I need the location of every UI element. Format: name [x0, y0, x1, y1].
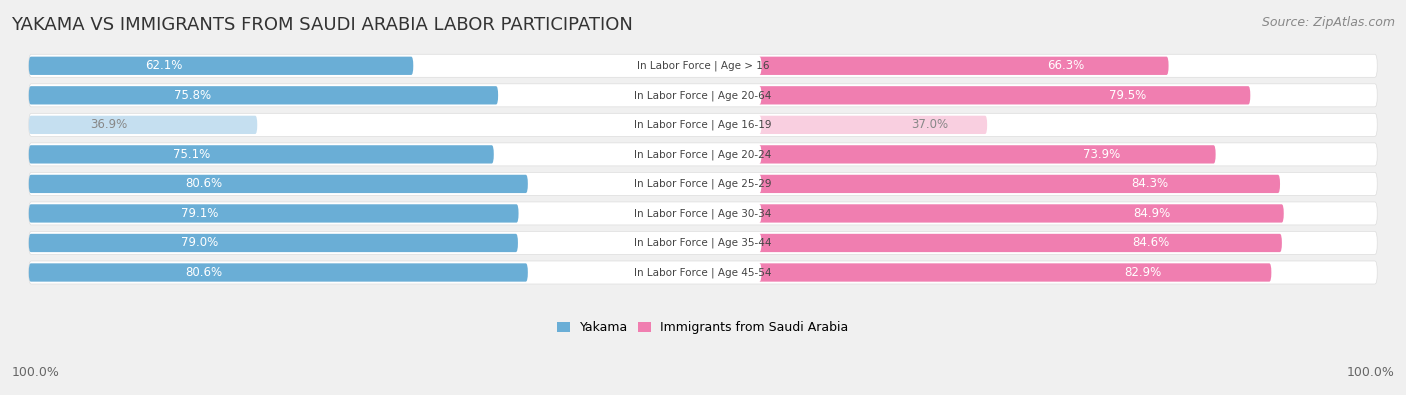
Text: Source: ZipAtlas.com: Source: ZipAtlas.com — [1261, 16, 1395, 29]
Text: 100.0%: 100.0% — [1347, 366, 1395, 379]
Text: 84.3%: 84.3% — [1130, 177, 1168, 190]
FancyBboxPatch shape — [28, 143, 1378, 166]
FancyBboxPatch shape — [644, 86, 762, 104]
FancyBboxPatch shape — [28, 56, 413, 75]
FancyBboxPatch shape — [644, 263, 762, 282]
Text: 79.0%: 79.0% — [181, 237, 218, 250]
Text: In Labor Force | Age 20-64: In Labor Force | Age 20-64 — [634, 90, 772, 101]
FancyBboxPatch shape — [644, 116, 762, 134]
FancyBboxPatch shape — [644, 175, 762, 193]
Text: 84.6%: 84.6% — [1132, 237, 1170, 250]
Text: 36.9%: 36.9% — [90, 118, 128, 132]
Text: 75.8%: 75.8% — [174, 89, 211, 102]
FancyBboxPatch shape — [28, 84, 1378, 107]
FancyBboxPatch shape — [758, 204, 1284, 223]
FancyBboxPatch shape — [28, 234, 517, 252]
Text: In Labor Force | Age 20-24: In Labor Force | Age 20-24 — [634, 149, 772, 160]
FancyBboxPatch shape — [758, 116, 987, 134]
Text: 80.6%: 80.6% — [184, 266, 222, 279]
FancyBboxPatch shape — [758, 56, 1168, 75]
FancyBboxPatch shape — [644, 234, 762, 252]
Text: In Labor Force | Age 35-44: In Labor Force | Age 35-44 — [634, 238, 772, 248]
FancyBboxPatch shape — [28, 145, 494, 164]
FancyBboxPatch shape — [28, 204, 519, 223]
FancyBboxPatch shape — [758, 175, 1279, 193]
Text: 82.9%: 82.9% — [1125, 266, 1161, 279]
Text: 100.0%: 100.0% — [11, 366, 59, 379]
FancyBboxPatch shape — [28, 54, 1378, 77]
FancyBboxPatch shape — [758, 263, 1271, 282]
FancyBboxPatch shape — [758, 145, 1216, 164]
Text: In Labor Force | Age 25-29: In Labor Force | Age 25-29 — [634, 179, 772, 189]
Text: In Labor Force | Age 16-19: In Labor Force | Age 16-19 — [634, 120, 772, 130]
FancyBboxPatch shape — [28, 113, 1378, 136]
FancyBboxPatch shape — [28, 175, 527, 193]
FancyBboxPatch shape — [28, 263, 527, 282]
Text: 75.1%: 75.1% — [173, 148, 209, 161]
FancyBboxPatch shape — [28, 261, 1378, 284]
FancyBboxPatch shape — [28, 172, 1378, 196]
FancyBboxPatch shape — [28, 116, 257, 134]
FancyBboxPatch shape — [644, 56, 762, 75]
Text: In Labor Force | Age 30-34: In Labor Force | Age 30-34 — [634, 208, 772, 219]
Legend: Yakama, Immigrants from Saudi Arabia: Yakama, Immigrants from Saudi Arabia — [553, 316, 853, 339]
Text: 37.0%: 37.0% — [911, 118, 949, 132]
Text: 79.5%: 79.5% — [1108, 89, 1146, 102]
Text: 66.3%: 66.3% — [1047, 59, 1084, 72]
FancyBboxPatch shape — [758, 234, 1282, 252]
FancyBboxPatch shape — [28, 202, 1378, 225]
Text: YAKAMA VS IMMIGRANTS FROM SAUDI ARABIA LABOR PARTICIPATION: YAKAMA VS IMMIGRANTS FROM SAUDI ARABIA L… — [11, 16, 633, 34]
FancyBboxPatch shape — [644, 145, 762, 164]
Text: In Labor Force | Age 45-54: In Labor Force | Age 45-54 — [634, 267, 772, 278]
FancyBboxPatch shape — [644, 204, 762, 223]
Text: In Labor Force | Age > 16: In Labor Force | Age > 16 — [637, 60, 769, 71]
FancyBboxPatch shape — [28, 231, 1378, 254]
Text: 62.1%: 62.1% — [145, 59, 181, 72]
Text: 84.9%: 84.9% — [1133, 207, 1171, 220]
Text: 79.1%: 79.1% — [181, 207, 219, 220]
Text: 73.9%: 73.9% — [1083, 148, 1119, 161]
Text: 80.6%: 80.6% — [184, 177, 222, 190]
FancyBboxPatch shape — [758, 86, 1250, 104]
FancyBboxPatch shape — [28, 86, 498, 104]
